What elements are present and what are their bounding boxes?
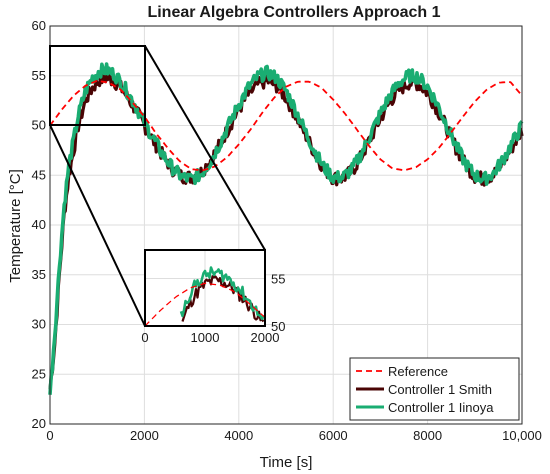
inset-frame [144,249,266,327]
y-axis-title: Temperature [°C] [7,169,24,283]
inset-y-tick-label: 50 [271,319,285,334]
series-line-reference [49,79,523,172]
main-plot-frame [49,25,523,425]
x-tick-label: 0 [46,428,53,443]
zoom-region-box [49,45,146,126]
x-axis-title: Time [s] [260,454,313,471]
x-tick-label: 8000 [413,428,442,443]
x-tick-label: 6000 [319,428,348,443]
zoom-connector-top [144,45,266,251]
y-tick-label: 35 [32,267,46,282]
x-tick-label: 2000 [130,428,159,443]
inset-y-tick-label: 55 [271,272,285,287]
legend: Reference Controller 1 Smith Controller 1 … [349,357,520,421]
main-tick-labels: 0 2000 4000 6000 8000 10,000 20 25 30 35 40 45 50 55 6… [32,18,542,443]
y-tick-label: 40 [32,217,46,232]
y-tick-label: 45 [32,167,46,182]
y-tick-label: 20 [32,416,46,431]
legend-label-controller-1-smith: Controller 1 Smith [388,382,492,397]
y-tick-label: 60 [32,18,46,33]
x-tick-label: 10,000 [502,428,542,443]
y-tick-label: 30 [32,317,46,332]
chart-title: Linear Algebra Controllers Approach 1 [147,4,440,21]
series-line-reference [144,282,266,327]
y-tick-label: 50 [32,118,46,133]
x-tick-label: 4000 [224,428,253,443]
inset-x-tick-label: 0 [141,330,148,345]
inset-x-tick-label: 1000 [191,330,220,345]
zoom-indicator [49,45,266,327]
main-series-group [48,62,524,395]
legend-label-controller-1-iinoya: Controller 1 Iinoya [388,400,494,415]
series-line-controller-1-iinoya [179,266,266,321]
legend-label-reference: Reference [388,364,448,379]
y-tick-label: 55 [32,68,46,83]
y-tick-label: 25 [32,366,46,381]
zoom-connector-bottom [49,124,146,327]
inset-x-tick-label: 2000 [251,330,280,345]
inset-series-group [144,266,266,327]
